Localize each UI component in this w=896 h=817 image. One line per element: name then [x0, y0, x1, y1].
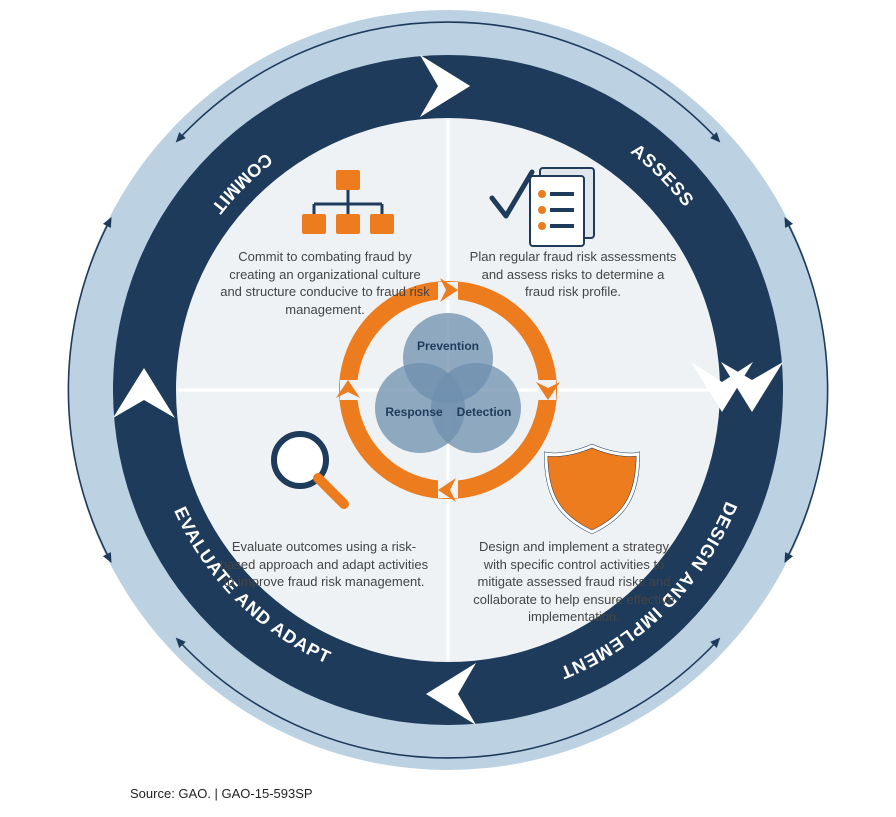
venn-label-left: Response [385, 405, 443, 419]
venn-label-right: Detection [457, 405, 512, 419]
desc-assess: Plan regular fraud risk assessments and … [468, 248, 678, 358]
desc-evaluate: Evaluate outcomes using a risk-based app… [218, 538, 430, 658]
source-citation: Source: GAO. | GAO-15-593SP [130, 786, 313, 801]
framework-diagram: MONITORING AND FEEDBACK MONITORING AND F… [0, 0, 896, 817]
diagram-stage: MONITORING AND FEEDBACK MONITORING AND F… [0, 0, 896, 817]
desc-commit: Commit to combating fraud by creating an… [220, 248, 430, 358]
desc-design: Design and implement a strategy with spe… [466, 538, 682, 668]
